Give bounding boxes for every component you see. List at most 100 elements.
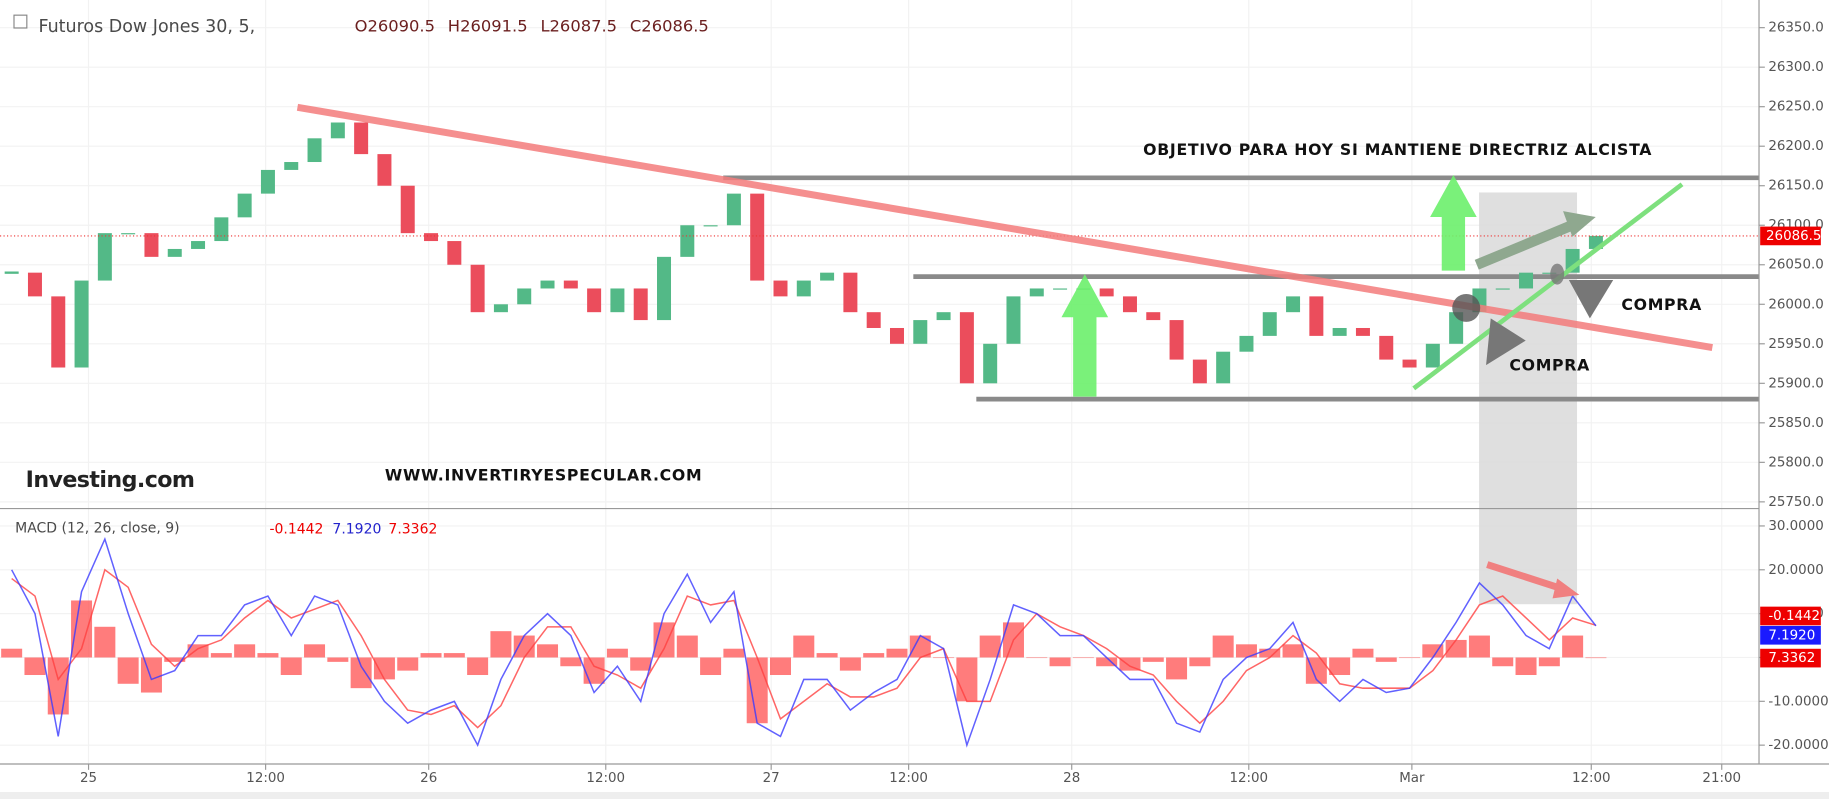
histogram-bar: [1235, 644, 1257, 658]
histogram-bar: [117, 657, 139, 684]
candle: [983, 343, 998, 384]
candle: [866, 312, 881, 328]
candle: [610, 288, 625, 313]
candle: [1332, 327, 1347, 336]
y-tick-label: 25750.0: [1768, 495, 1823, 510]
histogram-bar: [1096, 657, 1118, 667]
macd-title: MACD (12, 26, close, 9): [15, 520, 179, 536]
histogram-bar: [1515, 657, 1537, 676]
histogram-bar: [490, 631, 512, 658]
x-tick-label: 21:00: [1702, 771, 1741, 786]
gray-triangle: [1486, 318, 1526, 366]
candle: [377, 154, 392, 186]
x-tick-label: Mar: [1399, 771, 1425, 786]
candle: [1495, 288, 1510, 290]
axis-value-label: 7.3362: [1768, 651, 1815, 666]
histogram-bar: [210, 653, 232, 658]
x-tick-label: 28: [1063, 771, 1080, 786]
histogram-bar: [933, 657, 955, 659]
y-tick-label: 26050.0: [1768, 258, 1823, 273]
histogram-bar: [1282, 644, 1304, 658]
macd-line: [10, 536, 1597, 748]
histogram-bar: [769, 657, 791, 676]
histogram-bar: [793, 635, 815, 658]
x-tick-label: 26: [420, 771, 437, 786]
histogram-bar: [1468, 635, 1490, 658]
histogram-bar: [1072, 657, 1094, 659]
histogram-bar: [140, 657, 162, 693]
histogram-bar: [373, 657, 395, 680]
candle: [191, 241, 206, 249]
y-tick-label: 25900.0: [1768, 376, 1823, 391]
marker-circle: [1550, 263, 1565, 285]
x-tick-label: 12:00: [246, 771, 285, 786]
candle: [307, 138, 322, 163]
gray-triangle: [1568, 279, 1614, 319]
y-tick-label: 30.0000: [1768, 519, 1823, 534]
y-tick-label: 26250.0: [1768, 100, 1823, 115]
value-box: [1760, 625, 1821, 645]
candle: [4, 271, 19, 274]
annotation: COMPRA: [1509, 356, 1590, 375]
candle: [796, 280, 811, 297]
histogram-bar: [816, 653, 838, 658]
histogram-bar: [1142, 657, 1164, 662]
x-tick-label: 12:00: [1229, 771, 1268, 786]
macd-hist-value: -0.1442: [269, 522, 323, 538]
candle: [633, 288, 648, 321]
candle: [913, 320, 928, 344]
gray-arrow-head: [1563, 211, 1596, 237]
x-tick-label: 12:00: [1572, 771, 1611, 786]
candle: [773, 280, 788, 297]
candle: [1029, 288, 1044, 297]
candle: [214, 217, 229, 242]
candle: [493, 304, 508, 313]
histogram-bar: [1562, 635, 1584, 658]
macd-arrow: [1486, 561, 1565, 593]
candle: [517, 288, 532, 305]
histogram-bar: [863, 653, 885, 658]
x-tick-label: 12:00: [889, 771, 928, 786]
collapse-icon[interactable]: [13, 14, 28, 29]
candle: [726, 193, 741, 226]
candle: [97, 233, 112, 281]
macd-arrow-head: [1552, 578, 1580, 599]
candle: [1239, 335, 1254, 352]
candle: [563, 280, 578, 289]
candle: [540, 280, 555, 289]
candle: [51, 296, 66, 368]
candle: [1053, 288, 1068, 290]
candle: [587, 288, 602, 313]
candle: [284, 162, 299, 170]
histogram-bar: [443, 653, 465, 658]
histogram-bar: [839, 657, 861, 671]
value-box: [1760, 648, 1821, 668]
last-price-label: 26086.5: [1766, 229, 1821, 244]
histogram-bar: [723, 648, 745, 658]
candle: [1006, 296, 1021, 344]
histogram-bar: [513, 635, 535, 658]
candle: [680, 225, 695, 257]
macd-line: [11, 568, 1597, 729]
ohlc-value: O26090.5: [355, 16, 435, 35]
histogram-bar: [1445, 639, 1467, 658]
ohlc: O26090.5 H26091.5 L26087.5 C26086.5: [355, 16, 709, 35]
histogram-bar: [1305, 657, 1327, 684]
candle: [1542, 272, 1557, 274]
histogram-bar: [304, 644, 326, 658]
candle: [1262, 312, 1277, 336]
toolbar: [0, 792, 1829, 799]
candle: [400, 185, 415, 234]
histogram-bar: [71, 600, 93, 658]
histogram-bar: [1399, 657, 1421, 659]
ohlc-value: C26086.5: [630, 16, 709, 35]
candle: [657, 256, 672, 321]
candle: [237, 193, 252, 218]
histogram-bar: [420, 653, 442, 658]
histogram-bar: [560, 657, 582, 667]
uptrend-line: [1412, 182, 1684, 391]
candle: [144, 233, 159, 257]
histogram-bar: [164, 657, 186, 662]
histogram-bar: [187, 644, 209, 658]
ohlc-value: H26091.5: [448, 16, 528, 35]
